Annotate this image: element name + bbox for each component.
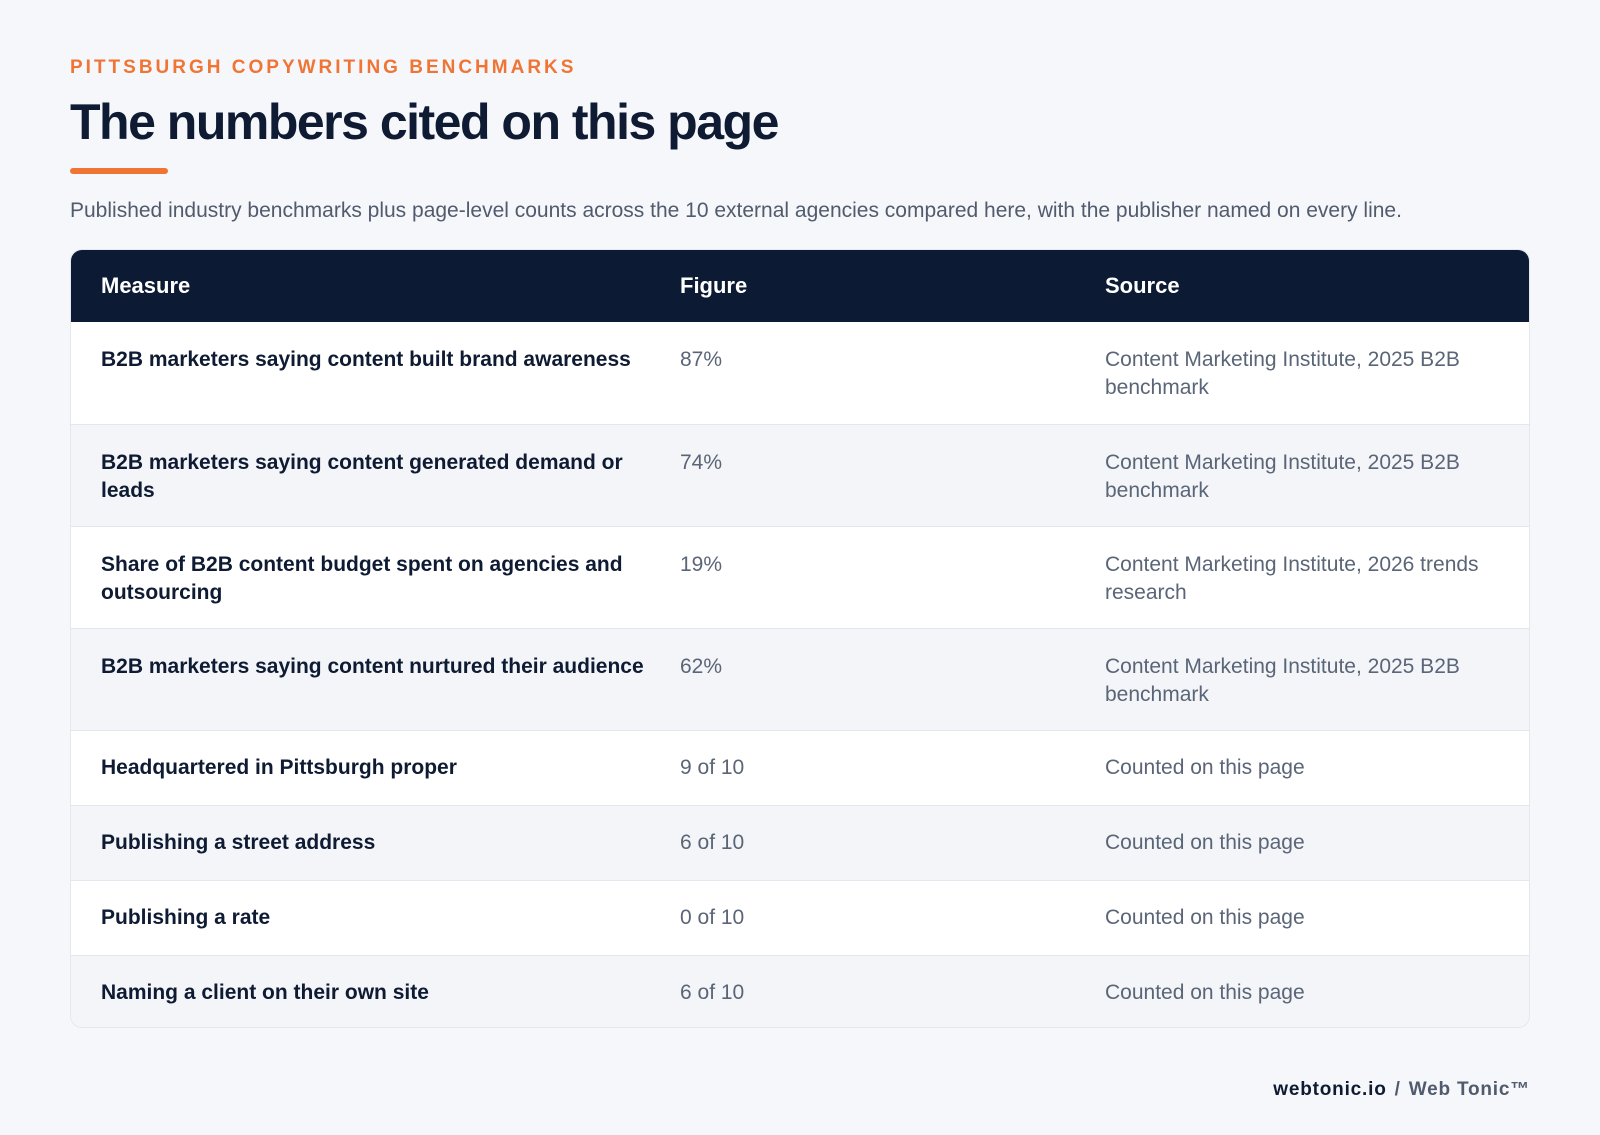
measure-cell: B2B marketers saying content built brand…	[101, 348, 631, 371]
footer-separator: /	[1394, 1079, 1401, 1100]
figure-cell: 87%	[680, 348, 723, 371]
source-cell: Content Marketing Institute, 2025 B2B be…	[1105, 451, 1460, 502]
measure-cell: Publishing a rate	[101, 906, 271, 929]
column-header-figure: Figure	[680, 273, 748, 298]
source-cell: Content Marketing Institute, 2025 B2B be…	[1105, 655, 1460, 706]
source-cell: Content Marketing Institute, 2025 B2B be…	[1105, 348, 1460, 399]
page-subtitle: Published industry benchmarks plus page-…	[70, 199, 1402, 222]
eyebrow-label: PITTSBURGH COPYWRITING BENCHMARKS	[70, 57, 577, 78]
table-row: Publishing a rate 0 of 10 Counted on thi…	[71, 880, 1529, 955]
table-row: B2B marketers saying content nurtured th…	[71, 628, 1529, 730]
figure-cell: 6 of 10	[680, 981, 745, 1004]
accent-underline	[70, 168, 168, 174]
measure-cell: Publishing a street address	[101, 831, 376, 854]
page-title: The numbers cited on this page	[70, 94, 779, 150]
source-cell: Content Marketing Institute, 2026 trends…	[1105, 553, 1479, 604]
measure-cell: B2B marketers saying content generated d…	[101, 451, 623, 502]
source-cell: Counted on this page	[1105, 981, 1305, 1004]
footer-credit: webtonic.io / Web Tonic™	[1273, 1079, 1530, 1101]
figure-cell: 9 of 10	[680, 756, 745, 779]
measure-cell: Share of B2B content budget spent on age…	[101, 553, 623, 604]
table-row: B2B marketers saying content generated d…	[71, 424, 1529, 526]
footer-domain: webtonic.io	[1273, 1079, 1387, 1100]
measure-cell: B2B marketers saying content nurtured th…	[101, 655, 644, 678]
column-header-source: Source	[1105, 273, 1180, 298]
table-row: Share of B2B content budget spent on age…	[71, 526, 1529, 628]
benchmarks-table: Measure Figure Source B2B marketers sayi…	[70, 249, 1530, 1028]
footer-brand: Web Tonic™	[1408, 1079, 1530, 1100]
table-row: Publishing a street address 6 of 10 Coun…	[71, 805, 1529, 880]
source-cell: Counted on this page	[1105, 756, 1305, 779]
benchmarks-card: PITTSBURGH COPYWRITING BENCHMARKS The nu…	[70, 56, 1530, 1028]
source-cell: Counted on this page	[1105, 831, 1305, 854]
table-row: Headquartered in Pittsburgh proper 9 of …	[71, 730, 1529, 805]
measure-cell: Naming a client on their own site	[101, 981, 429, 1004]
table-body: B2B marketers saying content built brand…	[71, 322, 1529, 1027]
table-row: Naming a client on their own site 6 of 1…	[71, 955, 1529, 1027]
source-cell: Counted on this page	[1105, 906, 1305, 929]
figure-cell: 19%	[680, 553, 723, 576]
figure-cell: 62%	[680, 655, 723, 678]
table-row: B2B marketers saying content built brand…	[71, 322, 1529, 424]
figure-cell: 0 of 10	[680, 906, 745, 929]
measure-cell: Headquartered in Pittsburgh proper	[101, 756, 457, 779]
figure-cell: 6 of 10	[680, 831, 745, 854]
table-header: Measure Figure Source	[71, 250, 1529, 322]
column-header-measure: Measure	[101, 273, 191, 298]
figure-cell: 74%	[680, 451, 723, 474]
